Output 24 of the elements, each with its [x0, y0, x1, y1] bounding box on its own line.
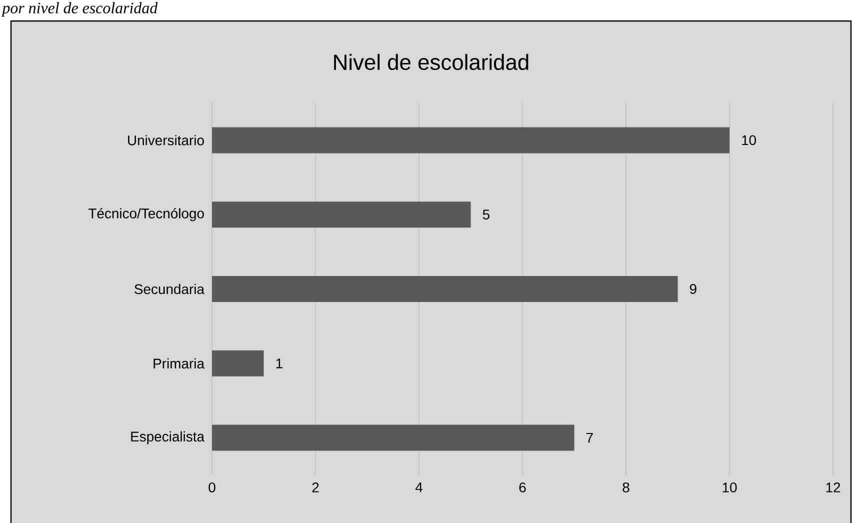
y-tick-label: Técnico/Tecnólogo	[88, 208, 204, 222]
data-label: 7	[586, 432, 593, 443]
data-label: 1	[276, 358, 282, 368]
x-tick-label: 6	[519, 482, 526, 492]
bar	[212, 276, 678, 302]
bar	[212, 127, 730, 154]
bar	[212, 424, 574, 451]
y-tick-label: Secundaria	[134, 284, 204, 294]
bar	[212, 350, 264, 376]
chart-title: Nivel de escolaridad	[334, 54, 528, 70]
data-label: 5	[482, 210, 490, 220]
x-tick-label: 2	[312, 482, 319, 492]
x-tick-label: 8	[622, 482, 630, 492]
text: por nivel de escolaridad	[1, 2, 158, 17]
x-tick-label: 10	[722, 482, 737, 492]
x-tick-label: 0	[208, 482, 216, 492]
y-tick-label: Primaria	[154, 358, 204, 369]
x-tick-label: 4	[415, 482, 422, 492]
y-tick-label: Especialista	[131, 431, 204, 444]
x-tick-label: 12	[826, 482, 840, 492]
bar	[212, 202, 471, 228]
data-label: 9	[690, 284, 696, 294]
y-tick-label: Universitario	[128, 135, 204, 146]
data-label: 10	[742, 135, 756, 146]
